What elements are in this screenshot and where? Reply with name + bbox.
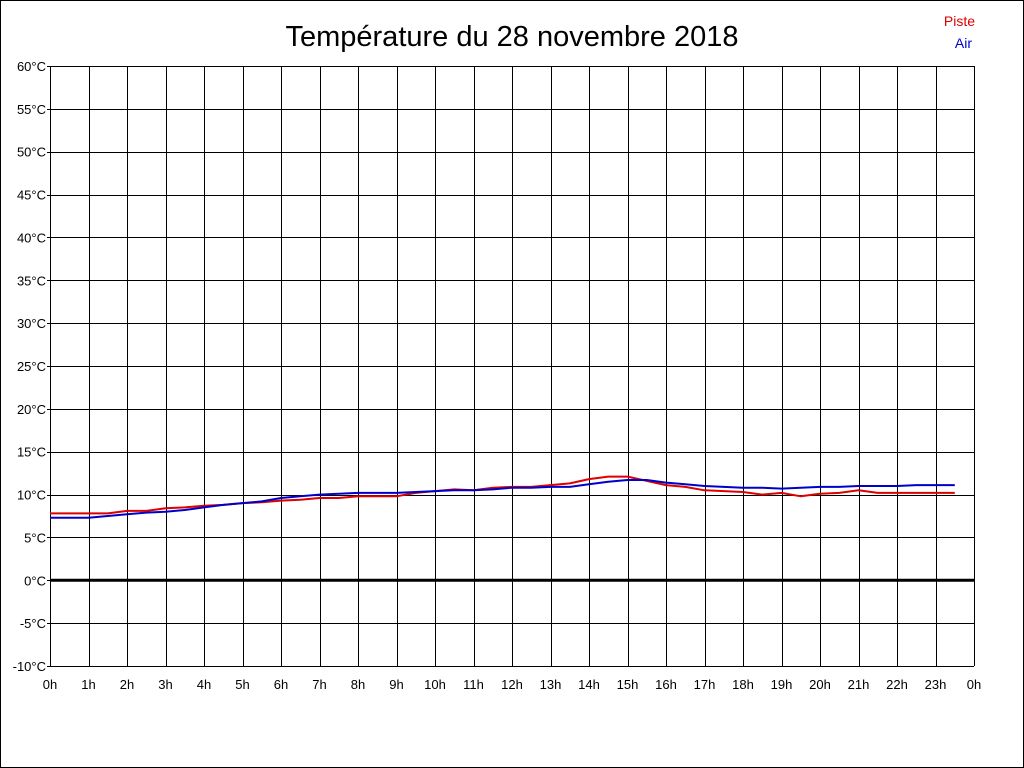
- x-tick-label: 19h: [771, 677, 793, 692]
- y-tick-label: -10°C: [13, 659, 46, 674]
- x-tick-label: 13h: [540, 677, 562, 692]
- x-tick-label: 23h: [925, 677, 947, 692]
- x-tick-label: 10h: [424, 677, 446, 692]
- x-tick-label: 20h: [809, 677, 831, 692]
- y-tick-label: 60°C: [17, 59, 46, 74]
- x-tick-label: 1h: [81, 677, 95, 692]
- x-tick-label: 11h: [463, 677, 484, 692]
- x-tick-label: 8h: [351, 677, 365, 692]
- x-tick-label: 0h: [43, 677, 57, 692]
- y-tick-label: 35°C: [17, 273, 46, 288]
- y-tick-label: 30°C: [17, 316, 46, 331]
- x-tick-label: 18h: [732, 677, 754, 692]
- y-tick-label: 10°C: [17, 488, 46, 503]
- y-tick-label: -5°C: [20, 616, 46, 631]
- chart-title: Température du 28 novembre 2018: [285, 21, 738, 53]
- series-line-air: [50, 479, 955, 519]
- x-tick-label: 16h: [655, 677, 677, 692]
- x-tick-label: 17h: [694, 677, 716, 692]
- x-tick-label: 14h: [578, 677, 600, 692]
- x-tick-label: 12h: [501, 677, 523, 692]
- legend: Piste Air: [944, 13, 975, 51]
- series-line-piste: [50, 475, 955, 515]
- x-tick-label: 15h: [617, 677, 639, 692]
- y-tick-label: 25°C: [17, 359, 46, 374]
- y-tick-label: 50°C: [17, 145, 46, 160]
- y-axis-ticks: -10°C -5°C 0°C 5°C 10°C 15°C 20°C 25°C 30°C 35°C 4…: [13, 59, 46, 674]
- x-tick-label: 22h: [886, 677, 908, 692]
- x-tick-label: 7h: [312, 677, 326, 692]
- x-tick-label: 5h: [235, 677, 249, 692]
- y-tick-label: 45°C: [17, 188, 46, 203]
- y-tick-label: 20°C: [17, 402, 46, 417]
- grid: [47, 66, 975, 667]
- x-tick-label: 0h: [967, 677, 981, 692]
- y-tick-label: 15°C: [17, 445, 46, 460]
- x-tick-label: 3h: [158, 677, 172, 692]
- x-tick-label: 4h: [197, 677, 211, 692]
- x-tick-label: 6h: [274, 677, 288, 692]
- y-tick-label: 0°C: [24, 573, 46, 588]
- y-tick-label: 55°C: [17, 102, 46, 117]
- x-tick-label: 9h: [389, 677, 403, 692]
- series-lines: [50, 475, 955, 519]
- legend-entry-piste: Piste: [944, 13, 975, 29]
- legend-entry-air: Air: [955, 35, 972, 51]
- y-tick-label: 5°C: [24, 530, 46, 545]
- x-tick-label: 2h: [120, 677, 134, 692]
- x-tick-label: 21h: [848, 677, 870, 692]
- x-axis-ticks: 0h 1h 2h 3h 4h 5h 6h 7h 8h 9h 10h 11h 12h 13h 14h 15h 16…: [43, 677, 981, 692]
- y-tick-label: 40°C: [17, 230, 46, 245]
